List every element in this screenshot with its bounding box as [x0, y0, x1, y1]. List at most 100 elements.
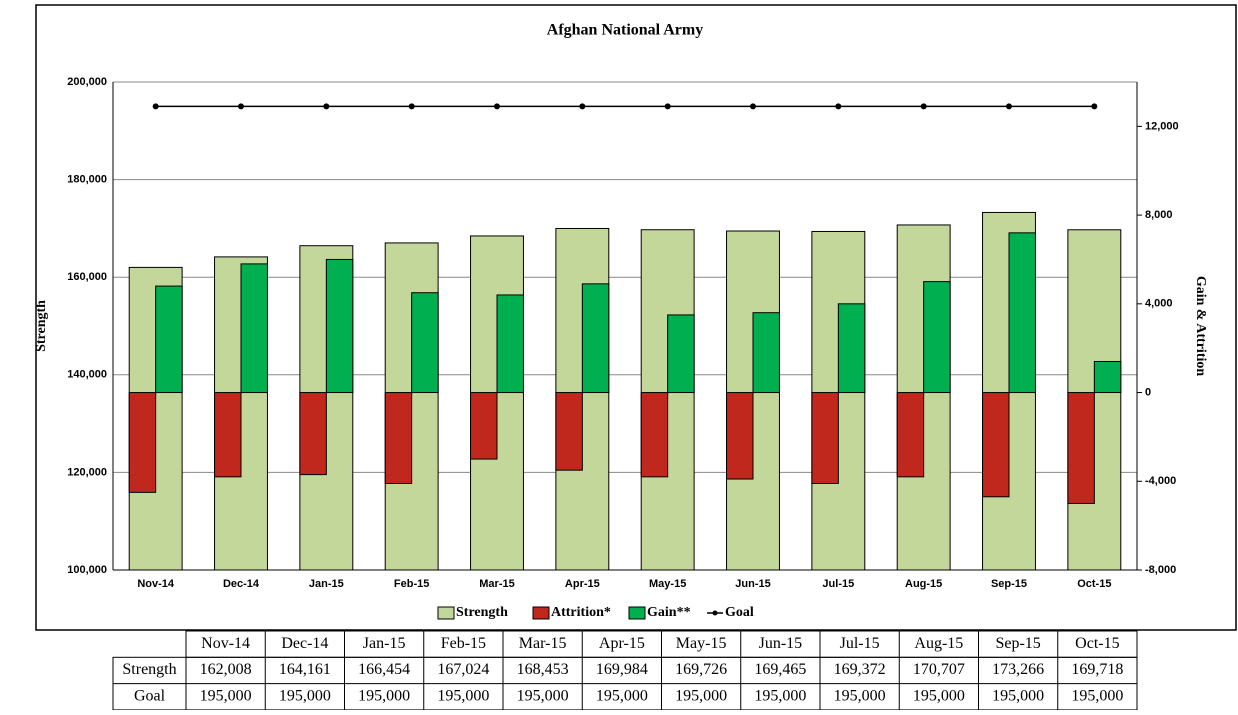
attrition-bar [726, 392, 754, 480]
gain-bar [923, 281, 951, 394]
table-header: Sep-15 [995, 635, 1040, 652]
goal-marker [152, 103, 159, 110]
legend-label: Goal [725, 605, 754, 620]
table-cell: 195,000 [279, 687, 331, 704]
y-tick-label: 100,000 [67, 564, 107, 576]
attrition-bar [128, 392, 157, 493]
table-cell: 169,726 [675, 661, 727, 678]
table-cell: 195,000 [437, 687, 489, 704]
legend-label: Strength [456, 605, 508, 620]
gain-bar [411, 292, 439, 394]
gain-bar [752, 312, 780, 394]
goal-marker [1091, 103, 1098, 110]
table-cell: 195,000 [992, 687, 1044, 704]
x-tick-label: Sep-15 [991, 578, 1027, 590]
legend-label: Gain** [647, 605, 691, 620]
table-row-header: Goal [134, 687, 166, 704]
table-header: Jul-15 [840, 635, 880, 652]
x-tick-label: Jul-15 [822, 578, 854, 590]
attrition-bar [299, 392, 327, 476]
goal-marker [408, 103, 415, 110]
x-tick-label: May-15 [649, 578, 686, 590]
y-tick-label: 200,000 [67, 76, 107, 88]
y2-tick-label: 8,000 [1145, 209, 1173, 221]
table-cell: 167,024 [437, 661, 489, 678]
goal-marker [1006, 103, 1012, 110]
y-tick-label: 160,000 [67, 271, 107, 283]
y2-tick-label: -4,000 [1145, 475, 1176, 487]
y-tick-label: 180,000 [67, 174, 107, 186]
table-cell: 195,000 [754, 687, 806, 704]
table-cell: 169,465 [754, 661, 806, 678]
gain-bar [496, 294, 524, 394]
table-cell: 173,266 [992, 661, 1044, 678]
table-header: Apr-15 [599, 635, 645, 652]
table-cell: 195,000 [596, 687, 648, 704]
table-cell: 195,000 [200, 687, 252, 704]
table-header: May-15 [676, 635, 727, 652]
gain-bar [155, 285, 183, 394]
x-tick-label: Aug-15 [905, 578, 942, 590]
table-cell: 169,372 [834, 661, 886, 678]
x-tick-label: Jan-15 [309, 578, 344, 590]
y-axis-label: Strength [34, 300, 49, 352]
gain-bar [325, 258, 354, 394]
gain-bar [1093, 360, 1122, 394]
goal-marker [920, 103, 927, 110]
y2-tick-label: 4,000 [1145, 298, 1173, 310]
table-cell: 195,000 [517, 687, 569, 704]
table-header: Feb-15 [441, 635, 486, 652]
y2-axis-label: Gain & Attrition [1193, 276, 1208, 377]
table-cell: 164,161 [279, 661, 331, 678]
table-cell: 195,000 [834, 687, 886, 704]
chart-title: Afghan National Army [547, 22, 703, 39]
table-cell: 195,000 [675, 687, 727, 704]
table-header: Aug-15 [914, 635, 963, 652]
legend-swatch [532, 606, 550, 620]
table-cell: 169,984 [596, 661, 648, 678]
table-header: Nov-14 [201, 635, 250, 652]
legend-label: Attrition* [551, 605, 611, 620]
table-cell: 195,000 [913, 687, 965, 704]
x-tick-label: Oct-15 [1077, 578, 1111, 590]
table-cell: 170,707 [913, 661, 965, 678]
x-tick-label: Jun-15 [735, 578, 770, 590]
attrition-bar [214, 392, 242, 478]
gain-bar [240, 263, 268, 394]
attrition-bar [640, 392, 669, 478]
goal-marker [494, 103, 500, 110]
legend-swatch [628, 606, 646, 620]
y-tick-label: 140,000 [67, 369, 107, 381]
goal-marker [238, 103, 244, 110]
legend-swatch [437, 606, 455, 620]
table-header: Jan-15 [363, 635, 406, 652]
table-cell: 195,000 [1071, 687, 1123, 704]
y2-tick-label: 0 [1145, 386, 1151, 398]
goal-marker [835, 103, 842, 110]
goal-marker [579, 103, 586, 110]
goal-marker [750, 103, 756, 110]
table-header: Jun-15 [759, 635, 803, 652]
table-cell: 169,718 [1071, 661, 1123, 678]
goal-marker [664, 103, 671, 110]
x-tick-label: Feb-15 [394, 578, 429, 590]
table-cell: 168,453 [517, 661, 569, 678]
table-header: Mar-15 [519, 635, 567, 652]
attrition-bar [811, 392, 839, 484]
y-tick-label: 120,000 [67, 466, 107, 478]
table-cell: 166,454 [358, 661, 410, 678]
attrition-bar [982, 392, 1010, 498]
gain-bar [1008, 232, 1036, 394]
x-tick-label: Nov-14 [137, 578, 175, 590]
x-tick-label: Dec-14 [223, 578, 260, 590]
gain-bar [581, 283, 610, 394]
table-cell: 162,008 [200, 661, 252, 678]
attrition-bar [470, 392, 498, 460]
attrition-bar [896, 392, 925, 478]
gain-bar [667, 314, 695, 394]
attrition-bar [1067, 392, 1095, 504]
attrition-bar [384, 392, 413, 484]
gain-bar [837, 303, 866, 394]
table-cell: 195,000 [358, 687, 410, 704]
